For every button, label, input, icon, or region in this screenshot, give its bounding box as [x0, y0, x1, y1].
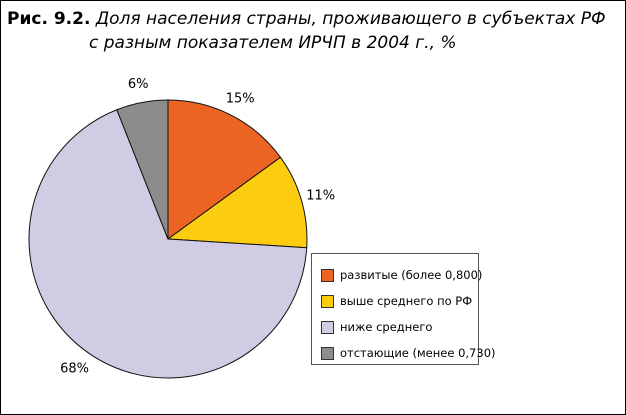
slice-developed [167, 99, 282, 240]
figure-number: Рис. 9.2. [7, 9, 91, 29]
slice-label: 11% [306, 189, 335, 204]
legend-item-below-average: ниже среднего [321, 314, 478, 340]
legend-swatch [321, 320, 334, 334]
legend-swatch [321, 346, 334, 360]
legend-item-lagging: отстающие (менее 0,730) [321, 340, 496, 366]
legend-label: отстающие (менее 0,730) [340, 346, 496, 360]
legend-label: ниже среднего [340, 320, 433, 334]
chart-title: Рис. 9.2. Доля населения страны, прожива… [7, 7, 617, 55]
slice-lagging [116, 99, 169, 240]
slice-above-average [166, 156, 308, 249]
legend: развитые (более 0,800) выше среднего по … [311, 253, 496, 366]
slice-label: 15% [226, 91, 255, 106]
legend-swatch [321, 268, 334, 282]
legend-swatch [321, 294, 334, 308]
slice-label: 6% [128, 77, 149, 92]
title-line-2: с разным показателем ИРЧП в 2004 г., % [89, 33, 457, 53]
legend-item-developed: развитые (более 0,800) [321, 262, 482, 288]
legend-item-above-average: выше среднего по РФ [321, 288, 478, 314]
slice-label: 68% [60, 362, 89, 377]
legend-label: развитые (более 0,800) [340, 268, 483, 282]
title-line-1: Доля населения страны, проживающего в су… [95, 9, 606, 29]
legend-label: выше среднего по РФ [340, 294, 473, 308]
slice-below-average [28, 109, 308, 379]
